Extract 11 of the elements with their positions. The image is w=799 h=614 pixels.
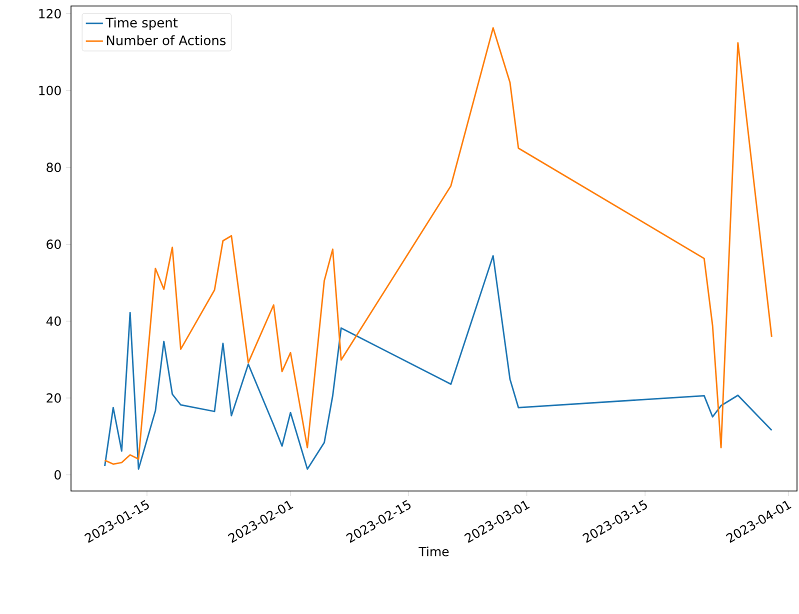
y-tick-label: 60	[46, 240, 61, 249]
y-tick-label: 120	[39, 8, 61, 18]
y-tick-label: 0	[54, 470, 61, 480]
y-tick-label: 80	[46, 162, 61, 172]
y-tick-label: 20	[46, 393, 61, 403]
y-tick-label: 100	[39, 86, 61, 96]
legend-label: Time spent	[106, 17, 178, 30]
legend-label: Number of Actions	[106, 35, 226, 46]
y-tick-label: 40	[46, 316, 61, 326]
line-series	[104, 255, 772, 470]
x-axis-title: Time	[418, 546, 449, 556]
